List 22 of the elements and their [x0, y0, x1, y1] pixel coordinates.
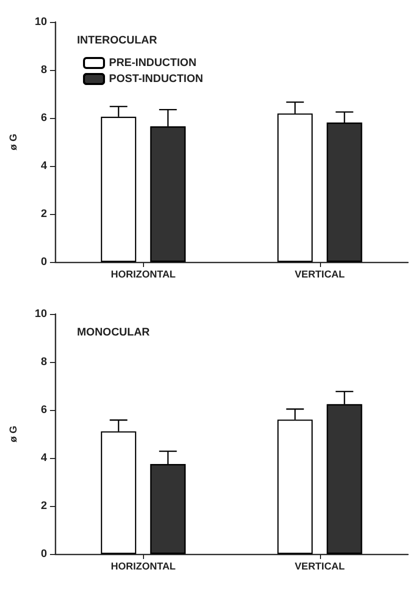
x-tick-label: HORIZONTAL [110, 562, 176, 572]
y-tick-label: 6 [40, 112, 47, 124]
y-tick-label: 0 [40, 548, 47, 560]
y-tick-label: 8 [40, 64, 47, 76]
y-tick-label: 4 [40, 452, 48, 464]
text: INTEROCULAR [77, 34, 158, 46]
y-tick-label: 2 [40, 208, 47, 220]
legend-label: POST-INDUCTION [109, 73, 204, 85]
y-tick-label: 6 [40, 404, 47, 416]
y-tick-label: 4 [40, 160, 48, 172]
legend-label: PRE-INDUCTION [109, 57, 196, 69]
y-tick-label: 10 [34, 16, 47, 28]
x-tick-label: VERTICAL [294, 562, 345, 572]
y-tick-label: 0 [40, 256, 47, 268]
x-tick-label: HORIZONTAL [110, 270, 176, 280]
y-tick-label: 2 [40, 500, 47, 512]
y-axis-title: ø G [8, 425, 20, 442]
x-tick-label: VERTICAL [294, 270, 345, 280]
y-tick-label: 10 [34, 308, 47, 320]
y-axis-title: ø G [8, 133, 20, 150]
y-tick-label: 8 [40, 356, 47, 368]
text: MONOCULAR [77, 326, 150, 338]
